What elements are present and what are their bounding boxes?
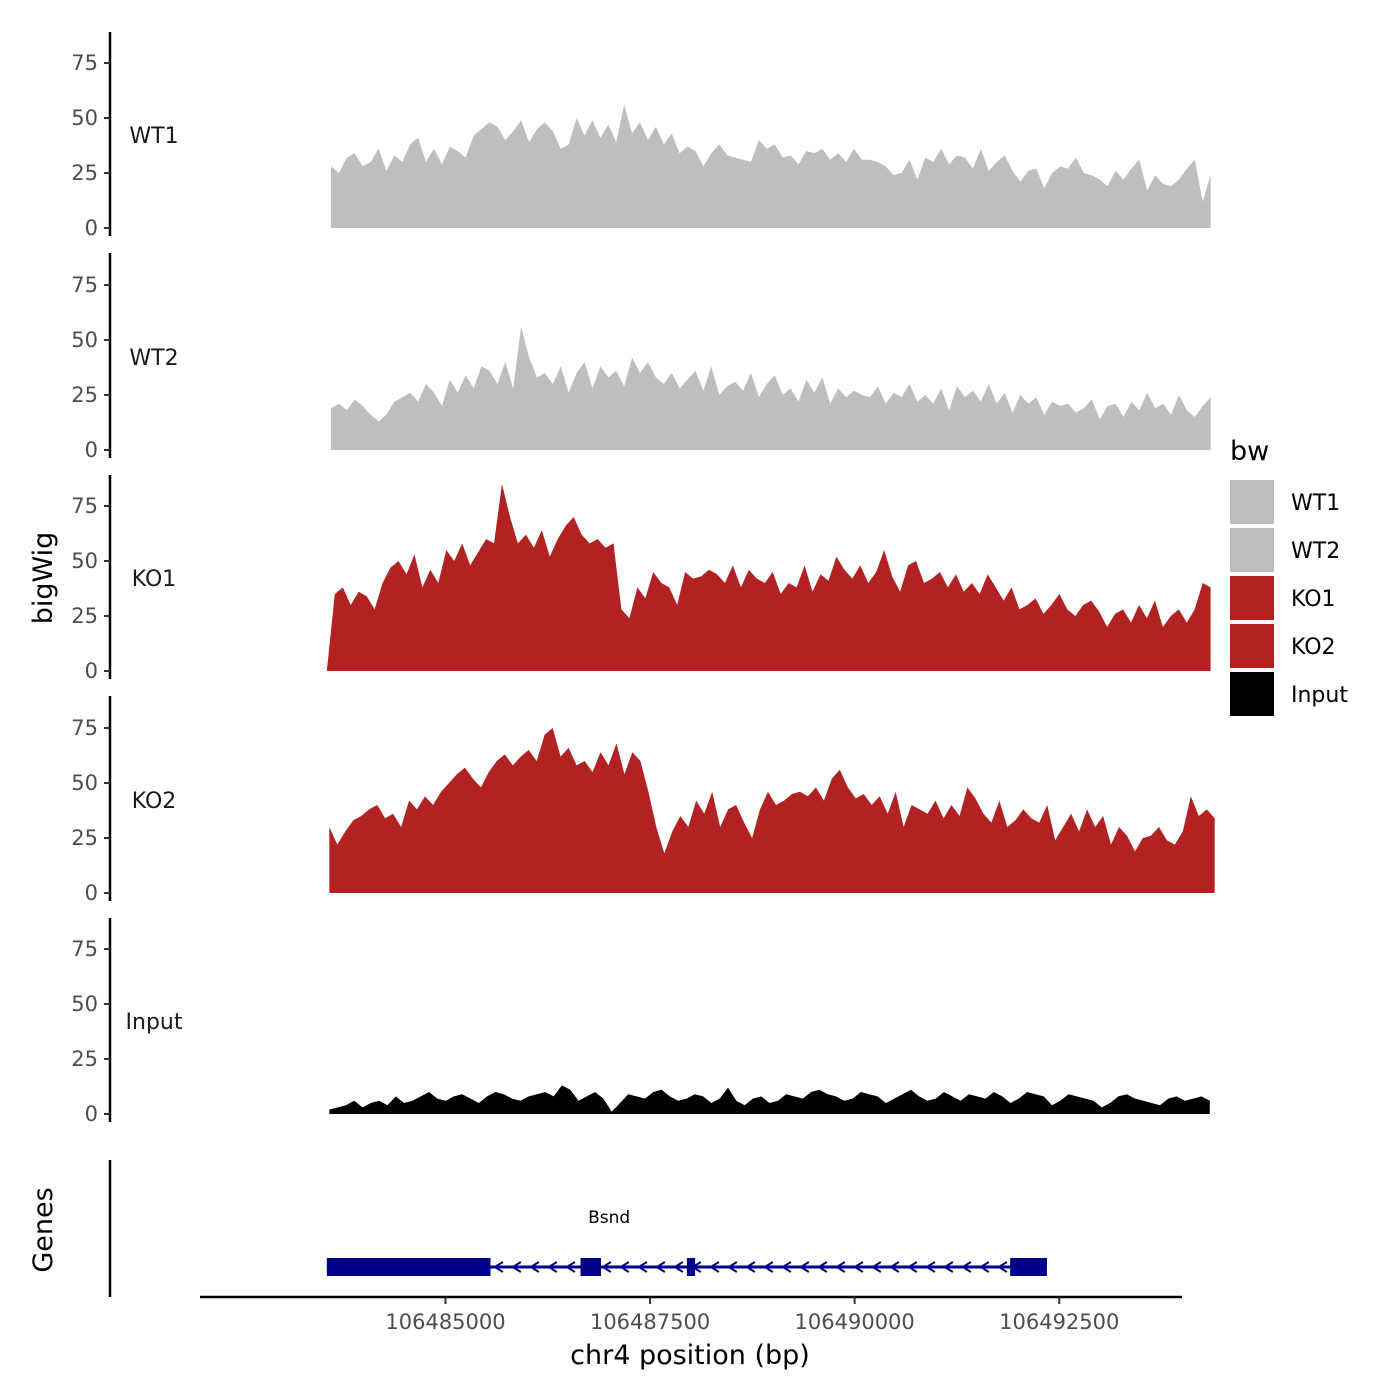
series-area-WT1 [330, 104, 1211, 228]
legend-label: Input [1291, 683, 1348, 708]
x-axis: 106485000 106487500 106490000 106492500 [200, 1295, 1182, 1334]
legend-label: KO2 [1291, 635, 1336, 660]
gene-strand-chevron [852, 1261, 864, 1273]
track-label-Input: Input [126, 1010, 183, 1035]
track-WT1: 0 25 50 75 WT1 [71, 32, 1211, 240]
legend-swatch [1230, 480, 1274, 524]
y-tick-label: 50 [71, 992, 98, 1016]
y-tick-label: 0 [85, 659, 98, 683]
series-area-KO1 [326, 484, 1211, 671]
gene-label-Bsnd: Bsnd [588, 1208, 630, 1228]
gene-strand-chevron [546, 1261, 558, 1273]
gene-strand-chevron [924, 1261, 936, 1273]
gene-strand-chevron [834, 1261, 846, 1273]
gene-strand-chevron [528, 1261, 540, 1273]
gene-strand-chevron [492, 1261, 504, 1273]
y-tick-label: 75 [71, 51, 98, 75]
y-tick-label: 50 [71, 549, 98, 573]
y-tick-label: 0 [85, 881, 98, 905]
gene-strand-chevron [654, 1261, 666, 1273]
y-tick-label: 25 [71, 1047, 98, 1071]
legend-item-Input: Input [1230, 672, 1348, 716]
legend-label: WT1 [1291, 491, 1340, 516]
gene-strand-chevron [780, 1261, 792, 1273]
legend-items: WT1 WT2 KO1 KO2 Input [1230, 480, 1348, 716]
y-tick-label: 75 [71, 494, 98, 518]
genes-axis-title: Genes [28, 1187, 59, 1272]
legend-item-WT1: WT1 [1230, 480, 1340, 524]
legend-label: KO1 [1291, 587, 1336, 612]
x-tick-label: 106487500 [590, 1310, 710, 1334]
legend-item-WT2: WT2 [1230, 528, 1340, 572]
track-KO1: 0 25 50 75 KO1 [71, 475, 1211, 683]
y-tick-label: 25 [71, 604, 98, 628]
gene-strand-chevron [744, 1261, 756, 1273]
track-WT2: 0 25 50 75 WT2 [71, 253, 1211, 462]
gene-strand-chevron [600, 1261, 612, 1273]
gene-strand-chevron [960, 1261, 972, 1273]
gene-panel: Bsnd [108, 1160, 1047, 1297]
x-tick-label: 106485000 [385, 1310, 505, 1334]
gene-strand-chevron [978, 1261, 990, 1273]
y-tick-label: 25 [71, 383, 98, 407]
gene-strand-chevron [762, 1261, 774, 1273]
track-KO2: 0 25 50 75 KO2 [71, 696, 1215, 905]
gene-strand-chevron [888, 1261, 900, 1273]
gene-strand-chevron [816, 1261, 828, 1273]
track-label-KO2: KO2 [132, 789, 177, 814]
gene-strand-chevron [636, 1261, 648, 1273]
gene-strand-chevron [510, 1261, 522, 1273]
y-tick-label: 0 [85, 1102, 98, 1126]
track-label-KO1: KO1 [132, 567, 177, 592]
gene-exon [686, 1258, 696, 1276]
x-tick-label: 106492500 [999, 1310, 1119, 1334]
legend-label: WT2 [1291, 539, 1340, 564]
series-area-WT2 [330, 326, 1211, 450]
gene-exon [580, 1258, 601, 1276]
y-tick-label: 0 [85, 216, 98, 240]
y-axis-title: bigWig [28, 532, 59, 625]
x-axis-title: chr4 position (bp) [570, 1340, 810, 1371]
gene-strand-chevron [942, 1261, 954, 1273]
legend: bw WT1 WT2 KO1 KO2 Input [1230, 436, 1348, 716]
gene-strand-chevron [870, 1261, 882, 1273]
track-label-WT2: WT2 [129, 346, 178, 371]
legend-swatch [1230, 576, 1274, 620]
y-tick-label: 75 [71, 716, 98, 740]
legend-item-KO2: KO2 [1230, 624, 1336, 668]
legend-swatch [1230, 672, 1274, 716]
y-tick-label: 50 [71, 771, 98, 795]
track-label-WT1: WT1 [129, 124, 178, 149]
track-panels: 0 25 50 75 WT1 0 25 50 75 WT2 0 25 50 75 KO1 0 25 50 75 KO2… [71, 32, 1215, 1126]
gene-strand-chevron [726, 1261, 738, 1273]
gene-strand-chevron [798, 1261, 810, 1273]
y-tick-label: 75 [71, 937, 98, 961]
legend-swatch [1230, 624, 1274, 668]
gene-strand-chevron [708, 1261, 720, 1273]
series-area-KO2 [329, 728, 1215, 893]
y-tick-label: 25 [71, 161, 98, 185]
gene-strand-chevron [672, 1261, 684, 1273]
y-tick-label: 50 [71, 106, 98, 130]
track-Input: 0 25 50 75 Input [71, 918, 1210, 1126]
gene-strand-chevron [564, 1261, 576, 1273]
gene-exon [326, 1258, 491, 1276]
legend-item-KO1: KO1 [1230, 576, 1336, 620]
y-tick-label: 75 [71, 273, 98, 297]
y-tick-label: 25 [71, 826, 98, 850]
series-area-Input [329, 1085, 1210, 1114]
legend-title: bw [1230, 436, 1269, 467]
legend-swatch [1230, 528, 1274, 572]
gene-Bsnd: Bsnd [326, 1208, 1047, 1276]
gene-exon [1010, 1258, 1047, 1276]
y-tick-label: 0 [85, 438, 98, 462]
gene-strand-chevron [618, 1261, 630, 1273]
gene-strand-chevron [996, 1261, 1008, 1273]
y-tick-label: 50 [71, 328, 98, 352]
gene-strand-chevron [906, 1261, 918, 1273]
x-tick-label: 106490000 [795, 1310, 915, 1334]
